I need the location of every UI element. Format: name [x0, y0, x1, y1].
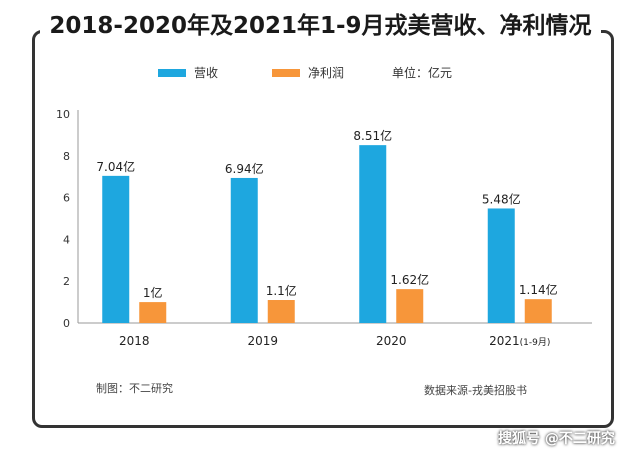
y-tick-label: 6 — [63, 192, 70, 205]
data-label-revenue: 8.51亿 — [353, 128, 392, 143]
x-tick-label: 2020 — [376, 334, 407, 348]
data-label-revenue: 7.04亿 — [96, 159, 135, 174]
legend-swatch-profit — [272, 68, 300, 77]
legend-item-revenue: 营收 — [158, 64, 218, 81]
data-label-profit: 1.14亿 — [519, 282, 558, 297]
y-tick-label: 2 — [63, 275, 70, 288]
x-tick-label: 2018 — [119, 334, 150, 348]
bar-revenue — [487, 208, 515, 323]
bar-revenue — [359, 145, 387, 323]
x-tick-label-suffix: (1-9月) — [520, 337, 551, 348]
x-tick-label: 2019 — [247, 334, 278, 348]
bar-profit — [267, 300, 295, 323]
legend-label-revenue: 营收 — [194, 66, 219, 80]
bar-profit — [396, 289, 424, 323]
footer-source: 数据来源-戎美招股书 — [424, 384, 527, 397]
legend-label-profit: 净利润 — [308, 66, 345, 80]
x-tick-label: 2021(1-9月) — [489, 334, 550, 348]
y-tick-label: 4 — [63, 233, 70, 246]
legend: 营收 净利润 单位：亿元 — [0, 64, 641, 84]
y-tick-label: 8 — [63, 150, 70, 163]
footer-credit: 制图：不二研究 — [96, 382, 173, 395]
data-label-profit: 1.1亿 — [266, 283, 297, 298]
legend-swatch-revenue — [158, 68, 186, 77]
data-label-revenue: 5.48亿 — [482, 191, 521, 206]
data-label-profit: 1亿 — [143, 285, 163, 300]
bar-revenue — [102, 175, 130, 323]
y-tick-label: 10 — [56, 108, 70, 121]
unit-label: 单位：亿元 — [392, 66, 453, 80]
y-tick-label: 0 — [63, 317, 70, 330]
chart-title: 2018-2020年及2021年1-9月戎美营收、净利情况 — [49, 13, 592, 39]
watermark: 搜狐号 @不二研究 — [498, 431, 615, 447]
data-label-profit: 1.62亿 — [390, 272, 429, 287]
bar-profit — [139, 302, 167, 323]
data-label-revenue: 6.94亿 — [225, 161, 264, 176]
bar-profit — [524, 299, 552, 323]
title-mask — [40, 8, 601, 46]
legend-item-profit: 净利润 — [272, 64, 344, 81]
bar-revenue — [230, 177, 258, 323]
